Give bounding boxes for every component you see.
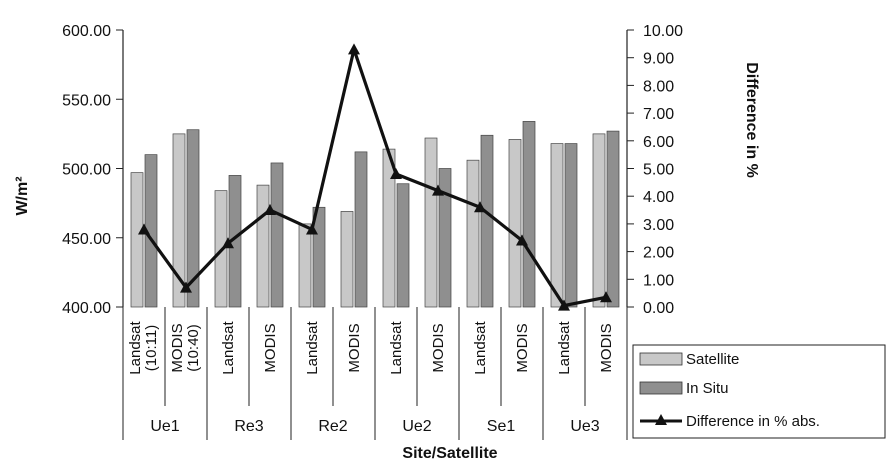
difference-marker	[348, 43, 360, 55]
satellite-bar	[466, 159, 480, 308]
satellite-bar	[298, 223, 312, 308]
category-sensor-label: Landsat	[472, 320, 489, 374]
site-label: Re3	[234, 418, 263, 435]
legend-marker-difference	[655, 414, 667, 425]
satellite-bar	[382, 148, 396, 308]
legend-swatch-in-situ	[639, 381, 683, 395]
in-situ-bar	[564, 143, 578, 308]
difference-marker	[474, 201, 486, 213]
satellite-bar	[172, 133, 186, 308]
left-axis-tick-label: 500.00	[62, 162, 111, 179]
site-label: Ue3	[570, 418, 599, 435]
in-situ-bar	[270, 162, 284, 308]
difference-line-path	[142, 47, 607, 308]
right-axis-tick-label: 1.00	[643, 272, 674, 289]
category-sensor-label: MODIS	[262, 323, 279, 372]
right-axis-tick-label: 3.00	[643, 217, 674, 234]
right-axis-tick-label: 10.00	[643, 23, 683, 40]
right-axis-tick-label: 8.00	[643, 78, 674, 95]
in-situ-bar	[480, 134, 494, 308]
right-axis-tick-label: 4.00	[643, 189, 674, 206]
right-axis-tick-label: 9.00	[643, 51, 674, 68]
left-axis-tick-label: 450.00	[62, 231, 111, 248]
site-label: Re2	[318, 418, 347, 435]
satellite-bar	[340, 211, 354, 308]
satellite-bar	[424, 137, 438, 308]
right-axis-tick-label: 2.00	[643, 245, 674, 262]
difference-marker	[390, 168, 402, 180]
category-sensor-label: MODIS	[346, 323, 363, 372]
difference-line	[138, 43, 612, 311]
satellite-bar	[256, 184, 270, 308]
difference-marker	[306, 223, 318, 235]
site-label: Ue1	[150, 418, 179, 435]
left-axis: 400.00 450.00 500.00 550.00 600.00	[62, 23, 124, 317]
category-sensor-label: MODIS	[430, 323, 447, 372]
site-label: Ue2	[402, 418, 431, 435]
category-time-label: (10:40)	[185, 324, 202, 372]
difference-marker	[600, 291, 612, 303]
category-time-label: (10:11)	[143, 325, 160, 371]
satellite-bar	[508, 139, 522, 308]
difference-marker	[516, 234, 528, 246]
y2-axis-title: Difference in %	[743, 62, 760, 178]
in-situ-bar	[522, 121, 536, 308]
category-sensor-label: MODIS	[514, 323, 531, 372]
difference-marker	[138, 223, 150, 235]
satellite-bar	[592, 133, 606, 308]
right-axis: 0.00 1.00 2.00 3.00 4.00 5.00 6.00 7.00 8.00 9.00…	[626, 23, 683, 317]
right-axis-tick-label: 0.00	[643, 300, 674, 317]
difference-marker	[222, 237, 234, 249]
right-axis-tick-label: 6.00	[643, 134, 674, 151]
category-sensor-label: Landsat	[304, 320, 321, 374]
category-sensor-label: Landsat	[556, 320, 573, 374]
x-axis-title: Site/Satellite	[402, 445, 497, 462]
difference-marker	[432, 184, 444, 196]
category-sensor-label: MODIS	[598, 323, 615, 372]
in-situ-bar	[396, 183, 410, 308]
y-axis-title: W/m²	[14, 176, 31, 215]
category-sensor-label: Landsat	[127, 320, 144, 374]
category-sensor-label: MODIS	[169, 323, 186, 372]
difference-marker	[180, 281, 192, 293]
legend-label-in-situ: In Situ	[686, 380, 729, 397]
difference-marker	[558, 299, 570, 311]
legend-swatch-satellite	[639, 352, 683, 366]
right-axis-tick-label: 5.00	[643, 162, 674, 179]
left-axis-tick-label: 400.00	[62, 300, 111, 317]
satellite-bar	[550, 143, 564, 308]
in-situ-bar	[438, 168, 452, 308]
legend: Satellite In Situ Difference in % abs.	[632, 344, 886, 439]
site-label: Se1	[487, 418, 516, 435]
in-situ-bar	[186, 129, 200, 308]
satellite-bar	[130, 172, 144, 308]
in-situ-bar	[354, 151, 368, 308]
left-axis-tick-label: 600.00	[62, 23, 111, 40]
legend-label-satellite: Satellite	[686, 351, 739, 368]
in-situ-bar	[606, 130, 620, 308]
left-axis-tick-label: 550.00	[62, 92, 111, 109]
category-sensor-label: Landsat	[388, 320, 405, 374]
difference-marker	[264, 204, 276, 216]
category-sensor-label: Landsat	[220, 320, 237, 374]
legend-label-difference: Difference in % abs.	[686, 413, 820, 430]
category-axis: Landsat (10:11) MODIS (10:40) Landsat MODIS La…	[122, 307, 628, 440]
right-axis-tick-label: 7.00	[643, 106, 674, 123]
